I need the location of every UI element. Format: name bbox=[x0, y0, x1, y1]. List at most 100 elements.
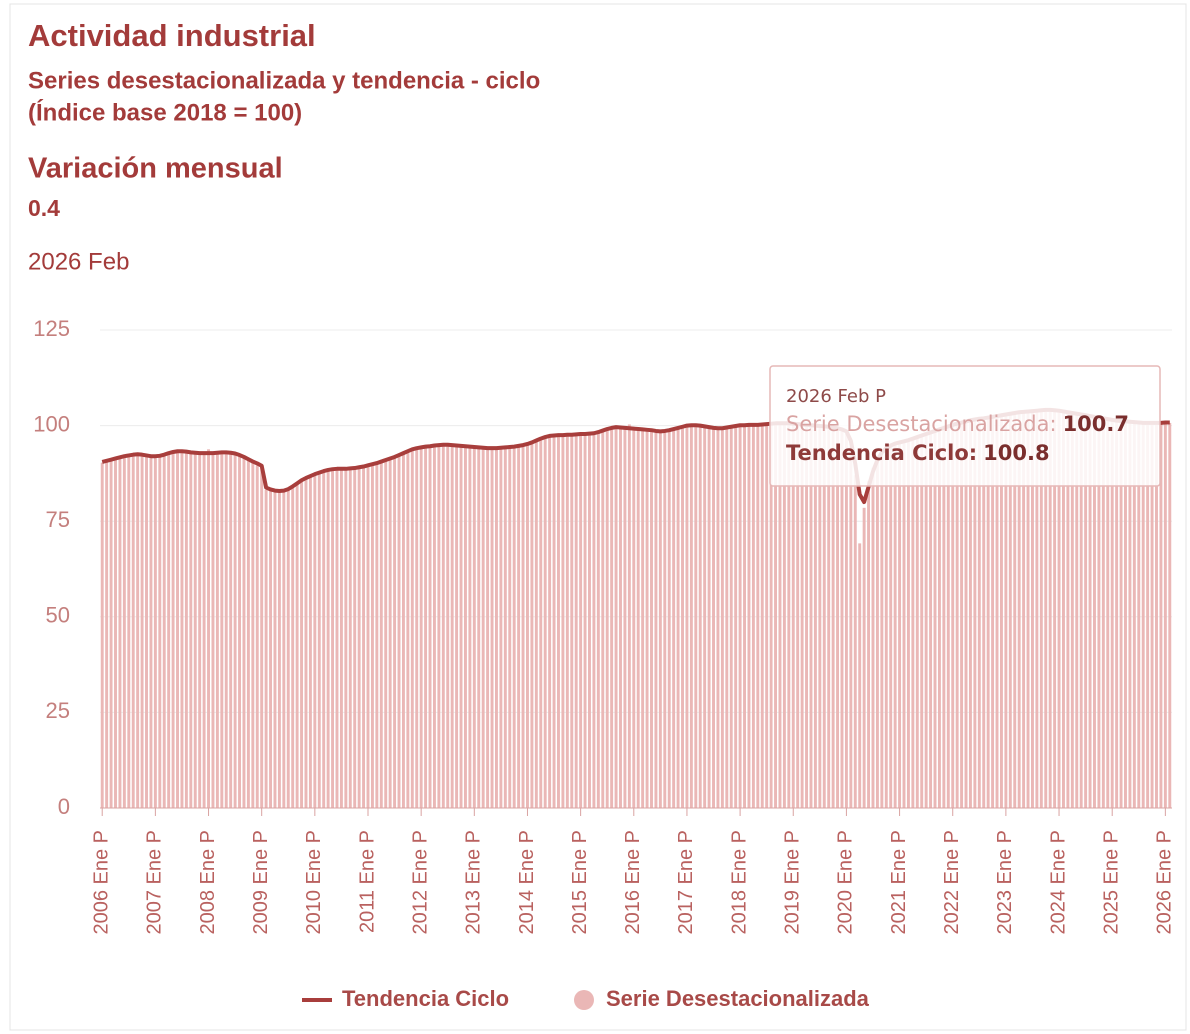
bar bbox=[229, 453, 233, 808]
bar bbox=[530, 443, 534, 808]
x-tick-label: 2026 Ene P bbox=[1154, 830, 1176, 935]
bar bbox=[1159, 422, 1163, 808]
bar bbox=[220, 453, 224, 808]
bar bbox=[999, 414, 1003, 808]
bar bbox=[539, 439, 543, 808]
bar bbox=[1026, 410, 1030, 808]
bar bbox=[486, 448, 490, 808]
bar bbox=[339, 468, 343, 808]
bar bbox=[831, 426, 835, 808]
kpi-value: 0.4 bbox=[28, 195, 60, 221]
x-tick-label: 2012 Ene P bbox=[409, 830, 431, 935]
legend-label: Tendencia Ciclo bbox=[342, 986, 509, 1011]
bar bbox=[326, 470, 330, 808]
y-tick-label: 125 bbox=[33, 316, 70, 341]
bar bbox=[915, 437, 919, 808]
bar bbox=[818, 426, 822, 808]
bar bbox=[800, 425, 804, 808]
bar bbox=[1093, 417, 1096, 808]
bar bbox=[960, 423, 964, 808]
bar bbox=[441, 445, 445, 808]
bar bbox=[977, 419, 981, 808]
bar bbox=[379, 462, 383, 808]
bar bbox=[189, 453, 193, 808]
bar bbox=[406, 451, 410, 808]
bar bbox=[153, 456, 157, 808]
subtitle: (Índice base 2018 = 100) bbox=[28, 98, 302, 126]
bar bbox=[260, 464, 264, 808]
bar bbox=[844, 434, 848, 808]
bar bbox=[667, 430, 671, 808]
subtitle: Series desestacionalizada y tendencia - … bbox=[28, 67, 540, 94]
bar bbox=[446, 443, 450, 808]
bar bbox=[521, 445, 525, 808]
bar bbox=[672, 428, 676, 808]
bar bbox=[526, 443, 529, 808]
bar bbox=[304, 477, 308, 808]
bar bbox=[215, 451, 219, 808]
bar bbox=[109, 460, 113, 808]
bar bbox=[171, 452, 175, 808]
bar bbox=[176, 450, 179, 808]
bar bbox=[1053, 409, 1057, 808]
bar bbox=[255, 465, 259, 808]
x-tick-label: 2013 Ene P bbox=[463, 830, 485, 935]
bar bbox=[388, 459, 392, 808]
bar bbox=[805, 424, 809, 808]
x-tick-label: 2022 Ene P bbox=[941, 830, 963, 935]
x-tick-label: 2011 Ene P bbox=[356, 830, 378, 933]
bar bbox=[1168, 422, 1172, 808]
bar bbox=[968, 421, 972, 808]
bar bbox=[791, 424, 795, 808]
x-tick-label: 2019 Ene P bbox=[782, 830, 804, 935]
bar bbox=[574, 435, 578, 808]
y-tick-label: 100 bbox=[33, 411, 70, 436]
bar bbox=[251, 460, 255, 808]
bar bbox=[858, 543, 862, 808]
bar bbox=[1013, 413, 1017, 808]
bar bbox=[1110, 420, 1114, 808]
tooltip-box bbox=[769, 365, 1161, 487]
bar bbox=[508, 446, 512, 808]
bar bbox=[951, 425, 955, 808]
bar bbox=[898, 443, 902, 808]
bar bbox=[1022, 412, 1026, 808]
bar bbox=[787, 422, 791, 808]
legend-dot bbox=[574, 990, 594, 1010]
bar bbox=[565, 435, 569, 808]
bar bbox=[295, 482, 299, 808]
bar bbox=[419, 446, 423, 808]
bar bbox=[1097, 416, 1101, 808]
bar bbox=[269, 488, 273, 808]
bar bbox=[158, 455, 162, 808]
bar bbox=[495, 448, 498, 808]
bar bbox=[122, 455, 126, 808]
x-tick-label: 2016 Ene P bbox=[622, 830, 644, 935]
bar bbox=[849, 446, 853, 808]
bar bbox=[893, 442, 897, 808]
bar bbox=[118, 458, 122, 808]
bar bbox=[906, 440, 910, 808]
bar bbox=[282, 491, 286, 808]
bar bbox=[836, 429, 840, 808]
bar bbox=[180, 451, 184, 808]
bar bbox=[348, 467, 352, 808]
bar bbox=[579, 433, 583, 808]
kpi-label: Variación mensual bbox=[28, 153, 283, 185]
bar bbox=[1106, 418, 1110, 808]
bar bbox=[601, 431, 605, 808]
bar bbox=[1044, 409, 1048, 808]
bar bbox=[743, 424, 746, 808]
bar bbox=[725, 426, 729, 808]
bar bbox=[796, 423, 800, 808]
bar bbox=[751, 424, 755, 808]
bar bbox=[1004, 415, 1008, 808]
bar bbox=[517, 445, 521, 808]
bar bbox=[880, 453, 884, 808]
x-tick-label: 2007 Ene P bbox=[144, 830, 166, 935]
bar bbox=[698, 424, 702, 808]
bar bbox=[694, 425, 698, 808]
chart-title: Actividad industrial bbox=[28, 18, 316, 53]
x-tick-label: 2023 Ene P bbox=[994, 830, 1016, 935]
